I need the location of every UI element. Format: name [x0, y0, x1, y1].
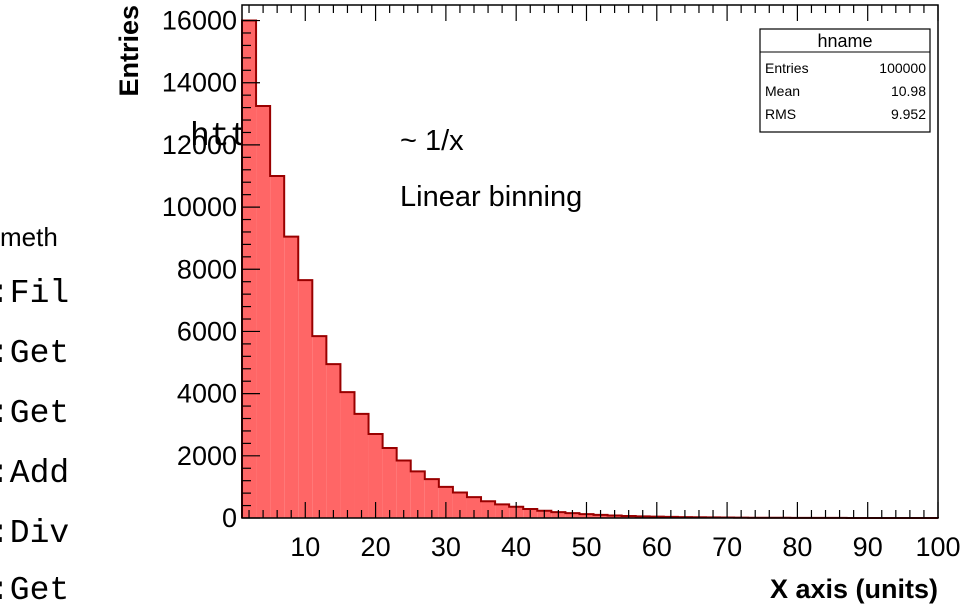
x-tick-label: 80: [782, 532, 812, 562]
histogram-bin: [340, 392, 355, 518]
stats-rms-value: 9.952: [891, 106, 926, 122]
plot-frame: [241, 4, 939, 519]
histogram-bin: [326, 364, 341, 518]
x-axis-tick-labels: 10 20 30 40 50 60 70 80 90 100: [290, 532, 960, 562]
background-text-line: :Div: [0, 515, 70, 552]
y-tick-label: 2000: [177, 441, 237, 471]
x-tick-label: 100: [915, 532, 960, 562]
histogram-bin: [452, 492, 467, 518]
stats-mean-value: 10.98: [891, 83, 926, 99]
y-axis-tick-labels: 0 2000 4000 6000 8000 10000 12000 14000 16000: [162, 6, 237, 533]
histogram-bin: [410, 471, 425, 518]
y-tick-label: 6000: [177, 316, 237, 346]
stats-rms-label: RMS: [765, 106, 796, 122]
x-axis-label: X axis (units): [770, 574, 938, 604]
x-tick-label: 70: [712, 532, 742, 562]
x-tick-label: 10: [290, 532, 320, 562]
histogram-bin: [424, 479, 439, 518]
stats-entries-value: 100000: [879, 60, 926, 76]
x-tick-label: 40: [501, 532, 531, 562]
annotation-binning: Linear binning: [400, 181, 582, 213]
histogram-bin: [481, 501, 496, 518]
x-tick-label: 50: [571, 532, 601, 562]
histogram-bin: [466, 497, 482, 518]
histogram-bin: [284, 236, 299, 519]
x-tick-label: 60: [642, 532, 672, 562]
x-axis-ticks: [248, 5, 939, 518]
y-axis-label: Entries: [114, 5, 144, 97]
y-tick-label: 16000: [162, 6, 237, 36]
x-tick-label: 20: [361, 532, 391, 562]
x-tick-label: 90: [853, 532, 883, 562]
background-text-line: htt: [190, 118, 245, 155]
background-text-line: meth: [0, 222, 58, 252]
stats-mean-label: Mean: [765, 83, 800, 99]
histogram-bin: [396, 460, 411, 518]
y-tick-label: 0: [222, 503, 237, 533]
y-axis-ticks: [242, 19, 260, 519]
histogram-bin: [382, 448, 397, 518]
background-text-line: :Get: [0, 572, 70, 609]
histogram-bin: [298, 280, 313, 518]
histogram-bin: [312, 336, 327, 518]
y-tick-label: 14000: [162, 68, 237, 98]
stats-box-title: hname: [817, 31, 872, 51]
background-text-line: :Get: [0, 335, 70, 372]
stats-box-frame: [759, 28, 931, 133]
stats-box: hname Entries 100000 Mean 10.98 RMS 9.95…: [759, 28, 931, 133]
stats-entries-label: Entries: [765, 60, 809, 76]
histogram-bin: [354, 413, 369, 518]
background-code-text: htt meth :Fil :Get :Get :Add :Div :Get: [0, 0, 245, 609]
y-tick-label: 10000: [162, 192, 237, 222]
background-text-line: :Get: [0, 395, 70, 432]
histogram-bin: [368, 434, 383, 518]
y-tick-label: 12000: [162, 130, 237, 160]
y-tick-label: 8000: [177, 254, 237, 284]
background-text-line: :Add: [0, 455, 70, 492]
annotation-formula: ~ 1/x: [400, 125, 464, 157]
y-tick-label: 4000: [177, 379, 237, 409]
histogram-bin: [270, 176, 285, 518]
x-tick-label: 30: [431, 532, 461, 562]
background-text-line: :Fil: [0, 275, 70, 312]
histogram-bin: [256, 106, 271, 518]
